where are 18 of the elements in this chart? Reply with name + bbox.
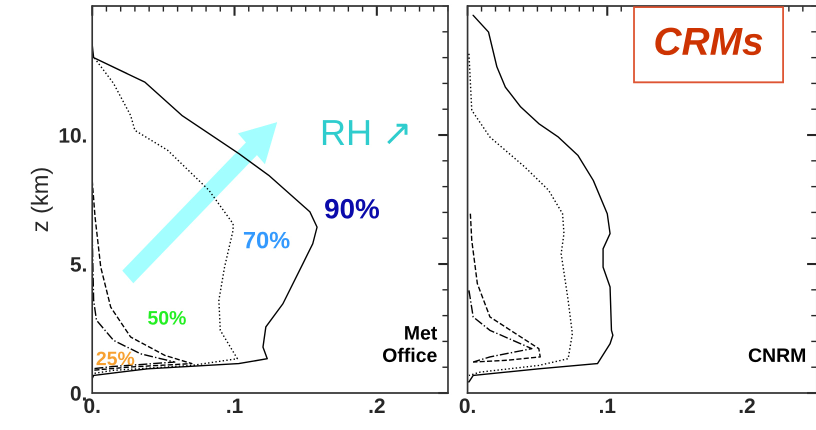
y-tick-label: 5. <box>70 257 86 272</box>
annotation: 70% <box>244 232 290 248</box>
y-tick-label: 10. <box>60 128 86 143</box>
x-tick-label: .2 <box>370 398 385 413</box>
x-tick-label: 0. <box>84 398 100 414</box>
annotation: 50% <box>148 310 186 325</box>
annotation: Met Office <box>383 326 438 362</box>
annotation: RH ↗ <box>322 120 408 146</box>
annotation: CRMs <box>655 28 762 56</box>
annotation: 25% <box>96 352 134 366</box>
annotation: 90% <box>325 198 379 219</box>
x-tick-label: .1 <box>227 398 243 413</box>
x-tick-label: .2 <box>740 398 755 413</box>
x-tick-label: .1 <box>600 398 616 413</box>
y-tick-label: 0. <box>70 386 86 401</box>
x-tick-label: 0. <box>460 398 475 414</box>
annotation: CNRM <box>748 348 806 362</box>
y-axis-title: z (km) <box>30 168 53 232</box>
